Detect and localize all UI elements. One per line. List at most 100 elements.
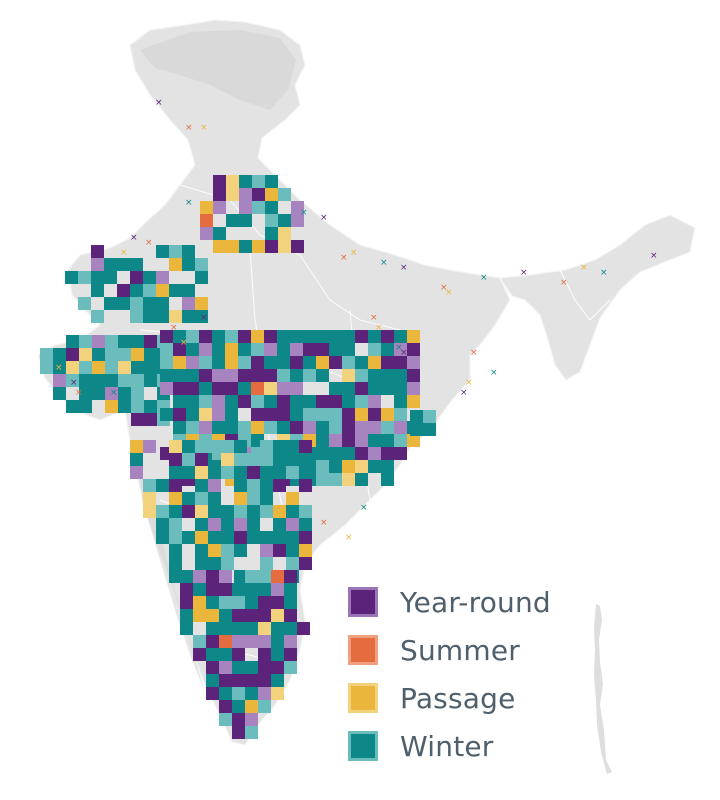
winter-cell xyxy=(219,609,232,622)
winter-cell xyxy=(299,518,312,531)
winter-cell xyxy=(221,531,234,544)
winter-cell xyxy=(66,400,79,413)
year-round-cell xyxy=(195,453,208,466)
year-round-cell xyxy=(290,421,303,434)
occurrence-points: ×× ××× ××× ×× ×× ×××× ××× ×××××× ×××××××××××××× xyxy=(55,98,658,543)
passage-cell xyxy=(193,609,206,622)
winter-cell xyxy=(208,440,221,453)
winter-cell xyxy=(239,240,252,253)
winter-cell xyxy=(316,473,329,486)
winter-cell xyxy=(368,460,381,473)
winter-cell xyxy=(239,214,252,227)
winter-cell xyxy=(212,330,225,343)
year-round-cell xyxy=(160,330,173,343)
sighting-marker: × xyxy=(320,213,328,223)
winter-cell xyxy=(245,570,258,583)
year-round-cell xyxy=(245,713,258,726)
year-round-cell xyxy=(130,466,143,479)
year-round-cell xyxy=(394,447,407,460)
year-round-cell xyxy=(258,635,271,648)
winter-cell xyxy=(206,674,219,687)
year-round-cell xyxy=(271,661,284,674)
sighting-marker: × xyxy=(145,238,153,248)
sighting-marker: × xyxy=(300,208,308,218)
winter-cell xyxy=(208,531,221,544)
winter-cell xyxy=(342,356,355,369)
winter-cell xyxy=(182,245,195,258)
year-round-cell xyxy=(284,648,297,661)
sighting-marker: × xyxy=(490,368,498,378)
winter-cell xyxy=(182,440,195,453)
winter-cell xyxy=(234,466,247,479)
winter-cell xyxy=(232,622,245,635)
winter-cell xyxy=(186,330,199,343)
winter-cell xyxy=(290,395,303,408)
winter-cell xyxy=(234,505,247,518)
year-round-cell xyxy=(92,335,105,348)
sighting-marker: × xyxy=(345,533,353,543)
passage-cell xyxy=(264,382,277,395)
winter-cell xyxy=(303,330,316,343)
winter-cell xyxy=(342,447,355,460)
winter-cell xyxy=(104,258,117,271)
year-round-cell xyxy=(284,570,297,583)
winter-cell xyxy=(104,271,117,284)
year-round-cell xyxy=(206,635,219,648)
passage-cell xyxy=(206,609,219,622)
winter-cell xyxy=(92,348,105,361)
winter-cell xyxy=(195,440,208,453)
year-round-cell xyxy=(299,557,312,570)
legend-label-year-round: Year-round xyxy=(400,585,551,619)
winter-cell xyxy=(258,583,271,596)
winter-cell xyxy=(316,421,329,434)
passage-cell xyxy=(213,240,226,253)
winter-cell xyxy=(169,531,182,544)
winter-cell xyxy=(329,408,342,421)
winter-cell xyxy=(130,297,143,310)
winter-cell xyxy=(368,434,381,447)
year-round-cell xyxy=(368,447,381,460)
year-round-cell xyxy=(258,674,271,687)
year-round-cell xyxy=(407,369,420,382)
winter-cell xyxy=(144,400,157,413)
year-round-cell xyxy=(193,648,206,661)
winter-cell xyxy=(173,330,186,343)
passage-cell xyxy=(195,466,208,479)
winter-cell xyxy=(169,245,182,258)
winter-cell xyxy=(212,343,225,356)
year-round-cell xyxy=(117,284,130,297)
passage-cell xyxy=(173,356,186,369)
winter-cell xyxy=(234,440,247,453)
winter-cell xyxy=(65,271,78,284)
winter-cell xyxy=(53,348,66,361)
year-round-cell xyxy=(329,395,342,408)
winter-cell xyxy=(260,440,273,453)
winter-cell xyxy=(130,453,143,466)
year-round-cell xyxy=(258,661,271,674)
sighting-marker: × xyxy=(75,388,83,398)
winter-cell xyxy=(186,369,199,382)
year-round-cell xyxy=(271,596,284,609)
passage-cell xyxy=(381,408,394,421)
year-round-cell xyxy=(200,227,213,240)
winter-cell xyxy=(273,518,286,531)
year-round-cell xyxy=(232,648,245,661)
winter-cell xyxy=(284,622,297,635)
year-round-cell xyxy=(286,518,299,531)
passage-cell xyxy=(195,531,208,544)
winter-cell xyxy=(277,343,290,356)
winter-cell xyxy=(252,175,265,188)
winter-cell xyxy=(316,460,329,473)
winter-cell xyxy=(225,395,238,408)
winter-cell xyxy=(381,369,394,382)
winter-cell xyxy=(182,453,195,466)
legend-label-passage: Passage xyxy=(400,681,516,715)
sighting-marker: × xyxy=(120,248,128,258)
winter-cell xyxy=(91,310,104,323)
winter-cell xyxy=(206,596,219,609)
winter-cell xyxy=(206,622,219,635)
winter-cell xyxy=(79,400,92,413)
sighting-marker: × xyxy=(470,348,478,358)
winter-cell xyxy=(195,492,208,505)
